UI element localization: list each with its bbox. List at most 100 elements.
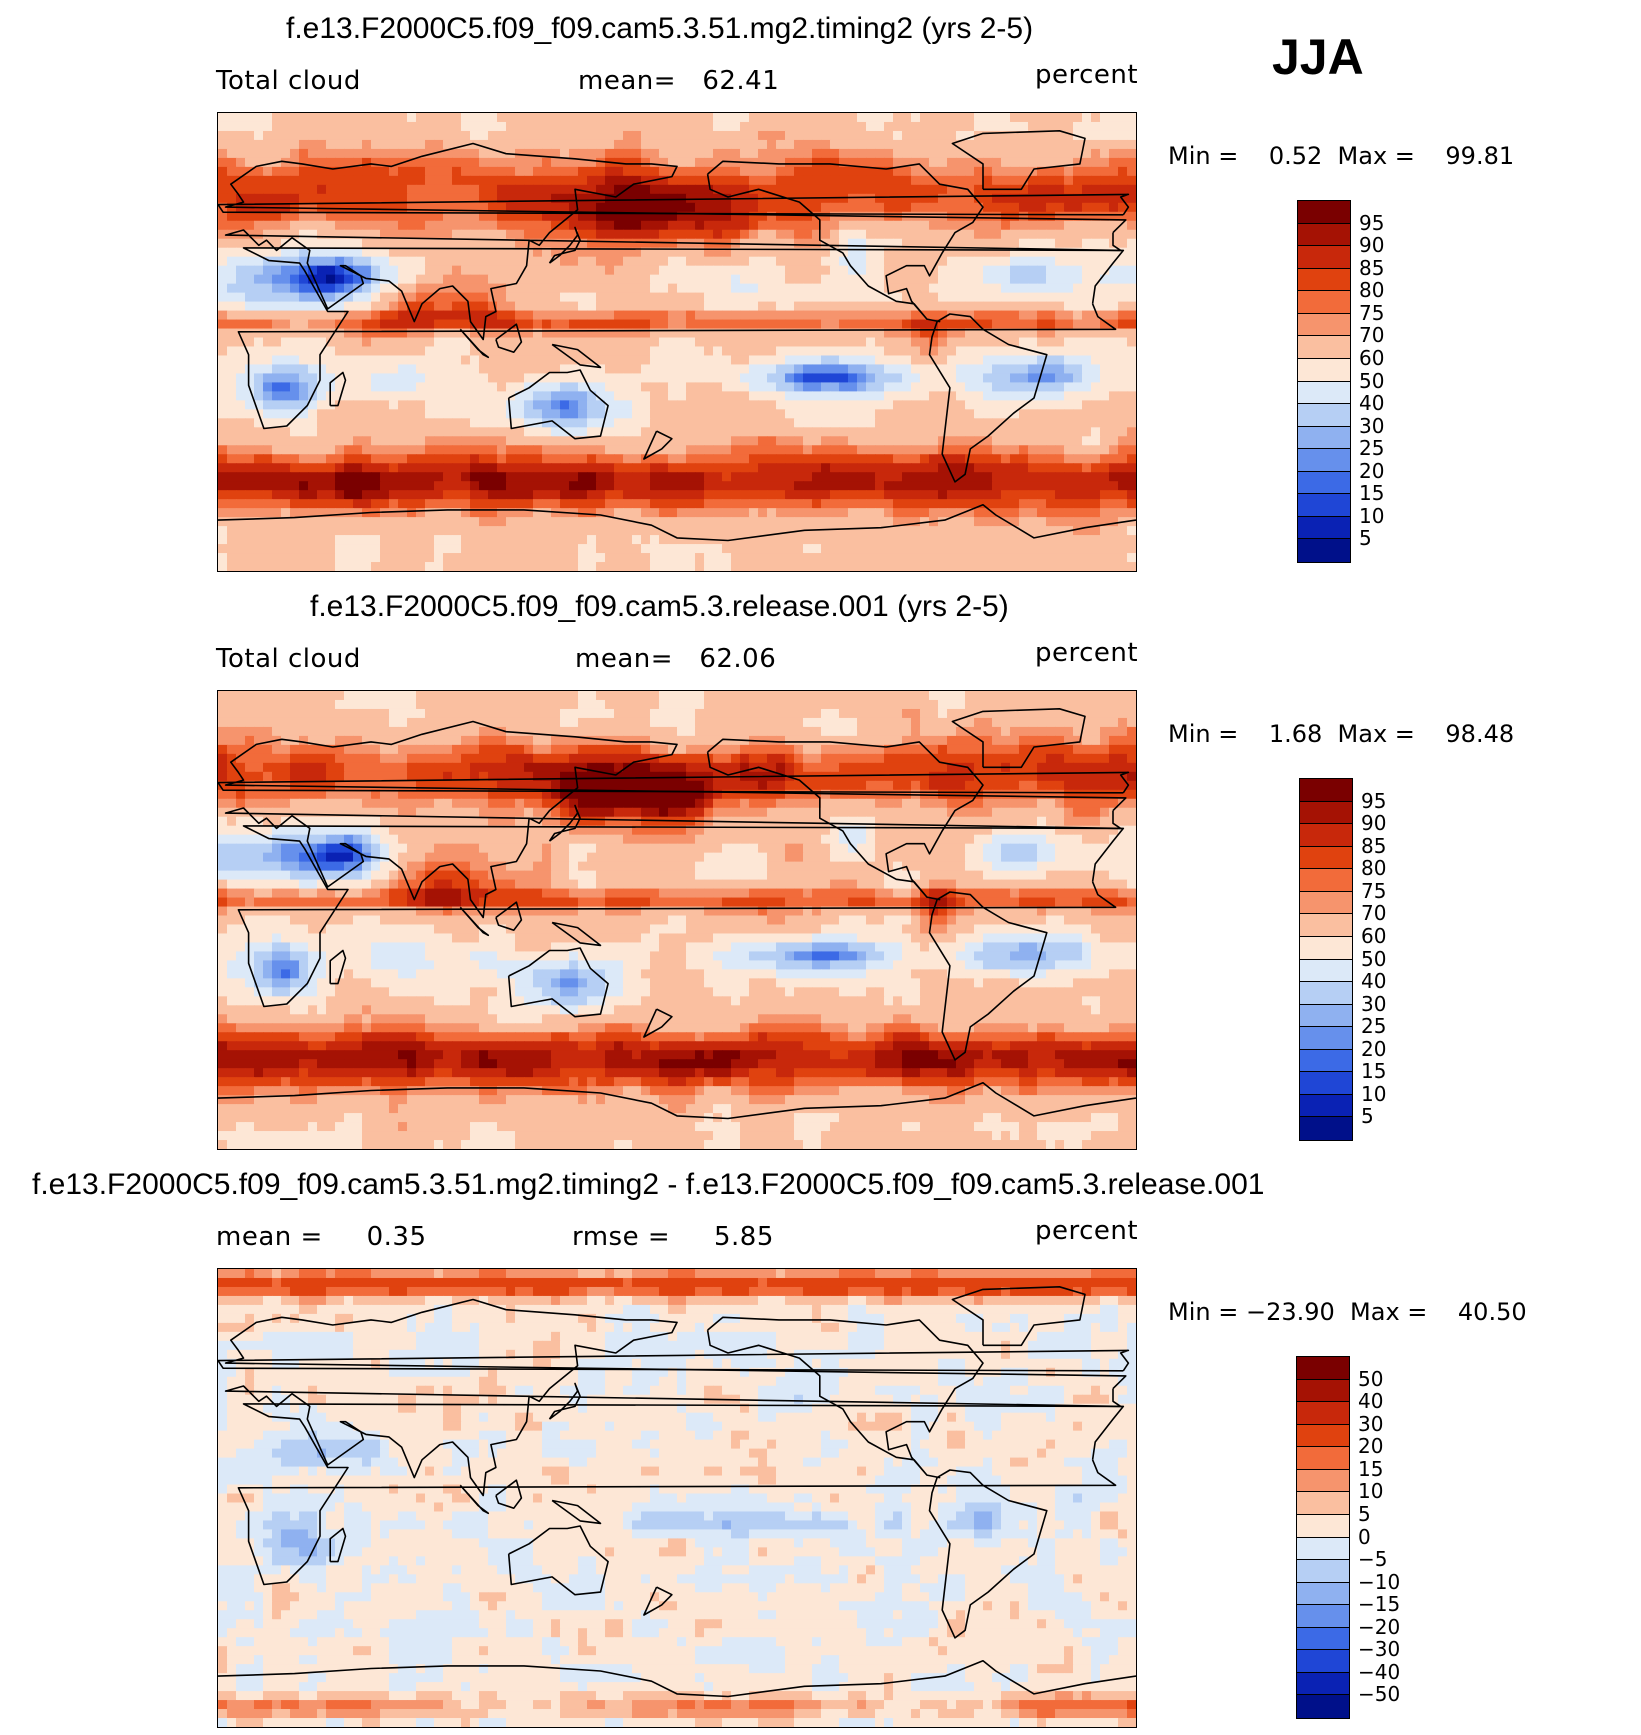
colorbar-tick-label: 40 bbox=[1358, 1389, 1384, 1414]
coastline bbox=[329, 371, 347, 407]
panel-1-map-svg bbox=[218, 113, 1136, 571]
field-cells bbox=[218, 691, 1136, 1149]
colorbar-swatch bbox=[1300, 779, 1352, 802]
colorbar-tick-label: 60 bbox=[1361, 923, 1387, 948]
colorbar-swatch bbox=[1300, 1094, 1352, 1118]
coastline bbox=[548, 1382, 581, 1420]
colorbar-tick-label: 30 bbox=[1358, 1411, 1384, 1436]
coastline bbox=[951, 708, 1086, 769]
colorbar-swatch bbox=[1298, 268, 1350, 292]
colorbar-swatch bbox=[1298, 381, 1350, 405]
coastline bbox=[507, 1525, 609, 1596]
coastline bbox=[218, 1082, 1136, 1120]
colorbar-swatch bbox=[1298, 449, 1350, 472]
colorbar-swatch bbox=[1297, 1402, 1349, 1425]
coastline bbox=[548, 804, 581, 842]
coastlines bbox=[218, 1286, 1136, 1698]
panel-3-units-label: percent bbox=[1035, 1216, 1139, 1246]
colorbar-tick-label: 30 bbox=[1359, 413, 1385, 438]
panel-3-title: f.e13.F2000C5.f09_f09.cam5.3.51.mg2.timi… bbox=[32, 1168, 1265, 1201]
colorbar-tick-label: 80 bbox=[1359, 278, 1385, 303]
panel-3-map bbox=[217, 1268, 1137, 1728]
coastline bbox=[495, 1479, 523, 1509]
colorbar-tick-label: 50 bbox=[1361, 946, 1387, 971]
panel-1-units-label: percent bbox=[1035, 60, 1139, 90]
colorbar-swatch bbox=[1297, 1424, 1349, 1448]
coastline bbox=[928, 313, 1048, 483]
panel-1-variable-label: Total cloud bbox=[216, 66, 361, 96]
colorbar-swatch bbox=[1298, 201, 1350, 224]
colorbar-swatch bbox=[1297, 1492, 1349, 1515]
colorbar-tick-label: 0 bbox=[1358, 1524, 1371, 1549]
colorbar-swatch bbox=[1298, 516, 1350, 540]
colorbar-swatch bbox=[1298, 471, 1350, 495]
panel-3-rmse-label: rmse = 5.85 bbox=[572, 1222, 774, 1252]
colorbar-swatch bbox=[1300, 1049, 1352, 1073]
colorbar-swatch bbox=[1300, 869, 1352, 892]
colorbar-swatch bbox=[1297, 1582, 1349, 1606]
field-cells bbox=[218, 1269, 1136, 1727]
coastline bbox=[551, 1499, 602, 1525]
coastline bbox=[237, 825, 1125, 1008]
colorbar-tick-label: 70 bbox=[1359, 323, 1385, 348]
colorbar-tick-label: 75 bbox=[1359, 300, 1385, 325]
coastline bbox=[551, 343, 602, 369]
colorbar-swatch bbox=[1297, 1650, 1349, 1673]
colorbar-swatch bbox=[1297, 1672, 1349, 1696]
panel-2-mean-label: mean= 62.06 bbox=[575, 644, 777, 674]
coastline bbox=[459, 906, 490, 937]
colorbar-swatch bbox=[1298, 336, 1350, 359]
colorbar-tick-label: 5 bbox=[1358, 1501, 1371, 1526]
panel-3-map-svg bbox=[218, 1269, 1136, 1727]
panel-3-mean-label: mean = 0.35 bbox=[216, 1222, 427, 1252]
colorbar-swatch bbox=[1300, 824, 1352, 847]
coastline bbox=[951, 1286, 1086, 1347]
coastline bbox=[224, 142, 1127, 341]
colorbar-tick-label: 40 bbox=[1361, 969, 1387, 994]
colorbar-swatch bbox=[1297, 1695, 1349, 1718]
colorbar-swatch bbox=[1297, 1357, 1349, 1380]
colorbar-tick-label: 60 bbox=[1359, 345, 1385, 370]
colorbar-swatch bbox=[1298, 223, 1350, 247]
coastline bbox=[329, 1527, 347, 1563]
colorbar-tick-label: 85 bbox=[1361, 833, 1387, 858]
colorbar-swatch bbox=[1297, 1514, 1349, 1538]
colorbar-swatch bbox=[1298, 426, 1350, 450]
panel-2-map bbox=[217, 690, 1137, 1150]
colorbar-swatch bbox=[1297, 1560, 1349, 1583]
coastlines bbox=[218, 708, 1136, 1120]
coastline bbox=[951, 130, 1086, 191]
coastline bbox=[218, 1349, 1130, 1372]
colorbar-tick-label: 15 bbox=[1358, 1456, 1384, 1481]
colorbar-tick-label: 70 bbox=[1361, 901, 1387, 926]
colorbar-tick-label: 95 bbox=[1359, 210, 1385, 235]
coastline bbox=[495, 323, 523, 353]
colorbar-swatch bbox=[1298, 494, 1350, 517]
panel-1-colorbar bbox=[1297, 200, 1351, 563]
panel-2-units-label: percent bbox=[1035, 638, 1139, 668]
panel-1-minmax: Min = 0.52 Max = 99.81 bbox=[1168, 142, 1515, 170]
coastline bbox=[643, 1586, 673, 1616]
panel-2-title: f.e13.F2000C5.f09_f09.cam5.3.release.001… bbox=[310, 590, 1009, 623]
coastline bbox=[643, 430, 673, 460]
colorbar-swatch bbox=[1300, 914, 1352, 937]
coastline bbox=[224, 1298, 1127, 1497]
coastline bbox=[643, 1008, 673, 1038]
coastline bbox=[237, 1403, 1125, 1586]
coastline bbox=[928, 1469, 1048, 1639]
colorbar-tick-label: 20 bbox=[1358, 1434, 1384, 1459]
colorbar-tick-label: 25 bbox=[1361, 1014, 1387, 1039]
colorbar-tick-label: 30 bbox=[1361, 991, 1387, 1016]
coastline bbox=[551, 921, 602, 947]
colorbar-tick-label: −15 bbox=[1358, 1592, 1401, 1617]
coastline bbox=[706, 160, 984, 323]
panel-1-mean-label: mean= 62.41 bbox=[578, 66, 780, 96]
colorbar-tick-label: −5 bbox=[1358, 1547, 1388, 1572]
coastline bbox=[706, 1316, 984, 1479]
panel-3-colorbar bbox=[1296, 1356, 1350, 1719]
colorbar-tick-label: −50 bbox=[1358, 1682, 1401, 1707]
coastline bbox=[218, 771, 1130, 794]
colorbar-swatch bbox=[1297, 1605, 1349, 1628]
colorbar-swatch bbox=[1300, 1004, 1352, 1028]
colorbar-tick-label: −10 bbox=[1358, 1569, 1401, 1594]
